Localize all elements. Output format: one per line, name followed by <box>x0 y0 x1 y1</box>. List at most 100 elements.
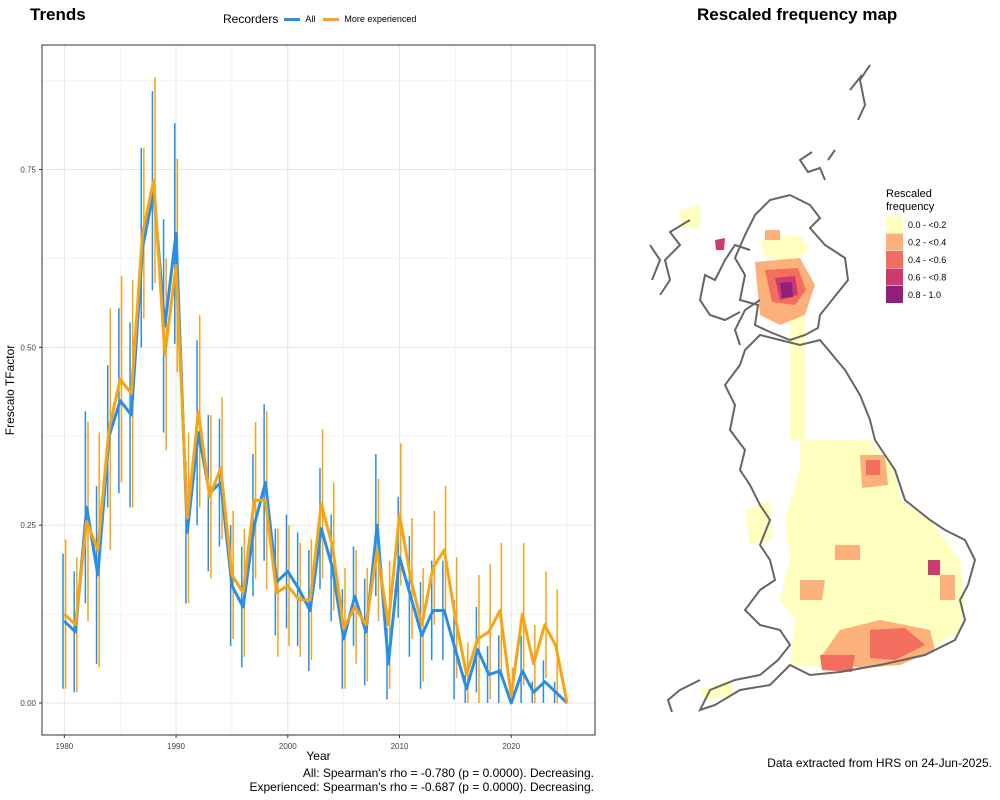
stats-all: All: Spearman's rho = -0.780 (p = 0.0000… <box>302 766 594 780</box>
data-point-all <box>343 638 345 640</box>
data-point-experienced <box>253 499 255 501</box>
data-point-experienced <box>499 609 501 612</box>
data-point-experienced <box>74 624 77 626</box>
y-tick-label: 0.25 <box>20 521 36 530</box>
data-point-all <box>387 663 389 665</box>
data-point-all <box>63 620 65 622</box>
data-point-experienced <box>264 499 267 501</box>
data-point-all <box>164 325 166 327</box>
legend-label-bin: 0.0 - <0.2 <box>908 220 946 230</box>
data-point-all <box>365 631 367 633</box>
trend-chart: 0.00 0.25 0.50 0.75 1980 1990 2000 2010 2020 Yea… <box>3 44 596 763</box>
legend-swatch-bin <box>886 286 903 303</box>
data-point-experienced <box>331 545 334 548</box>
legend-label-experienced: More experienced <box>344 14 417 24</box>
series-line-experienced <box>63 178 569 704</box>
legend-label-bin: 0.2 - <0.4 <box>908 238 946 248</box>
data-point-all <box>320 528 322 530</box>
data-point-experienced <box>320 503 322 505</box>
data-point-all <box>119 400 121 402</box>
trends-title: Trends <box>30 5 86 24</box>
data-point-all <box>130 414 132 416</box>
data-point-experienced <box>510 695 512 697</box>
data-point-experienced <box>477 638 479 640</box>
data-point-experienced <box>242 592 244 594</box>
data-point-experienced <box>387 624 389 626</box>
data-point-experienced <box>309 599 311 601</box>
legend-label-bin: 0.8 - 1.0 <box>908 290 941 300</box>
data-point-experienced <box>231 574 233 576</box>
y-tick-label: 0.50 <box>20 343 36 352</box>
data-point-all <box>97 574 99 576</box>
legend-title: Recorders <box>223 12 279 26</box>
stats-experienced: Experienced: Spearman's rho = -0.687 (p … <box>249 780 595 794</box>
data-point-experienced <box>298 599 300 601</box>
data-point-experienced <box>175 264 177 267</box>
data-point-experienced <box>287 585 289 587</box>
map-legend: Rescaled frequency 0.0 - <0.2 0.2 - <0.4 0… <box>886 188 946 303</box>
legend-swatch-experienced <box>323 17 340 21</box>
data-point-all <box>242 606 244 608</box>
data-point-experienced <box>130 392 132 395</box>
data-point-experienced <box>432 567 434 569</box>
data-point-experienced <box>276 592 278 594</box>
data-point-all <box>231 585 233 587</box>
data-point-all <box>197 432 200 434</box>
data-point-all <box>410 595 412 597</box>
data-point-experienced <box>63 613 65 615</box>
frequency-map: Rescaled frequency 0.0 - <0.2 0.2 - <0.4 0… <box>649 64 977 713</box>
data-point-all <box>398 556 401 558</box>
y-tick-label: 0.75 <box>20 165 36 174</box>
map-legend-title-2: frequency <box>886 201 935 213</box>
data-point-all <box>253 524 255 526</box>
data-point-all <box>309 609 311 612</box>
trend-stats: All: Spearman's rho = -0.780 (p = 0.0000… <box>250 766 595 794</box>
data-point-all <box>532 691 535 693</box>
data-point-experienced <box>555 645 557 647</box>
x-tick-label: 1980 <box>55 742 73 751</box>
data-point-experienced <box>119 378 121 380</box>
x-tick-label: 1990 <box>167 742 185 751</box>
data-point-experienced <box>197 410 200 412</box>
data-point-experienced <box>97 549 99 551</box>
data-point-experienced <box>443 549 445 551</box>
data-point-all <box>465 688 468 690</box>
map-footer: Data extracted from HRS on 24-Jun-2025. <box>767 756 992 770</box>
data-point-experienced <box>488 631 490 633</box>
x-tick-label: 2000 <box>279 742 297 751</box>
data-point-all <box>454 649 456 651</box>
data-point-experienced <box>376 549 378 551</box>
data-point-experienced <box>544 624 546 626</box>
data-point-experienced <box>454 617 456 619</box>
data-point-experienced <box>398 513 401 516</box>
legend-label-all: All <box>305 14 316 24</box>
data-point-experienced <box>532 663 535 665</box>
y-axis-label: Frescalo TFactor <box>3 345 17 435</box>
series-line-all <box>63 189 569 705</box>
data-point-experienced <box>164 353 166 356</box>
data-point-all <box>175 232 177 235</box>
data-point-experienced <box>141 232 144 235</box>
data-point-all <box>86 506 88 508</box>
data-point-experienced <box>465 673 468 676</box>
data-point-all <box>488 673 490 676</box>
trend-legend: Recorders All More experienced <box>223 12 416 26</box>
data-point-all <box>555 691 557 693</box>
x-tick-label: 2010 <box>391 742 409 751</box>
legend-label-bin: 0.6 - <0.8 <box>908 273 946 283</box>
data-point-all <box>499 670 501 672</box>
map-legend-title-1: Rescaled <box>886 188 932 200</box>
x-axis-label: Year <box>306 749 330 763</box>
data-point-all <box>376 524 378 526</box>
y-tick-label: 0.00 <box>20 699 36 708</box>
data-point-all <box>432 609 434 612</box>
data-point-experienced <box>566 702 568 704</box>
data-point-experienced <box>410 577 412 580</box>
data-point-experienced <box>354 606 356 608</box>
data-point-all <box>74 631 77 633</box>
data-point-all <box>186 531 188 533</box>
data-point-all <box>298 588 300 590</box>
data-point-all <box>521 670 523 672</box>
legend-swatch-bin <box>886 233 903 251</box>
data-point-all <box>264 481 267 484</box>
